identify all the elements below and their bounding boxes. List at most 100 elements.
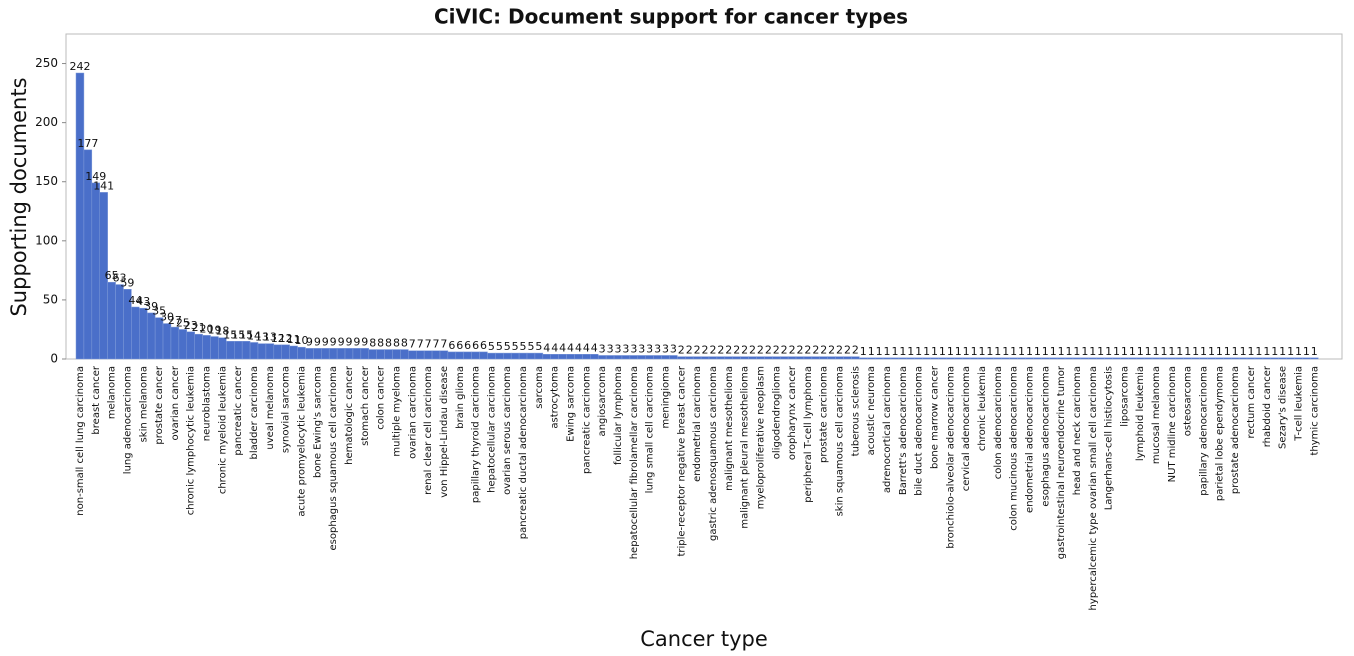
x-tick-label: endometrial adenocarcinoma	[1024, 366, 1035, 513]
value-label: 2	[733, 344, 740, 357]
bar	[1025, 357, 1034, 360]
bar	[352, 348, 362, 360]
x-tick-label: liposarcoma	[1119, 366, 1130, 427]
value-label: 8	[377, 337, 384, 350]
x-tick-label: bronchiolo-alveolar adenocarcinoma	[945, 366, 956, 549]
bar	[1191, 357, 1200, 360]
value-label: 19	[207, 324, 221, 337]
x-tick-label: acute promyelocytic leukemia	[297, 366, 308, 517]
y-axis-label: Supporting documents	[7, 77, 31, 316]
bar	[408, 350, 417, 360]
value-label: 1	[1026, 345, 1033, 358]
value-label: 1	[1113, 345, 1120, 358]
bar	[779, 356, 789, 360]
bar	[764, 356, 773, 360]
bar	[653, 355, 662, 360]
value-label: 1	[1255, 345, 1262, 358]
value-label: 6	[456, 339, 463, 352]
value-label: 1	[876, 345, 883, 358]
x-tick-label: hypercalcemic type ovarian small cell ca…	[1088, 366, 1099, 610]
x-tick-label: hematologic cancer	[344, 365, 355, 465]
bar	[368, 349, 377, 360]
value-label: 2	[749, 344, 756, 357]
bar	[867, 357, 876, 360]
value-label: 4	[567, 341, 574, 354]
bar	[273, 344, 282, 360]
value-label: 2	[757, 344, 764, 357]
value-label: 1	[1168, 345, 1175, 358]
value-label: 1	[1010, 345, 1017, 358]
value-label: 5	[512, 340, 519, 353]
x-tick-label: chronic leukemia	[977, 366, 988, 451]
bar	[479, 351, 488, 360]
value-label: 9	[338, 335, 345, 348]
value-label: 9	[353, 335, 360, 348]
bar	[716, 356, 726, 360]
value-label: 59	[120, 276, 134, 289]
x-tick-label: myeloproliferative neoplasm	[755, 366, 766, 509]
value-label: 39	[144, 300, 158, 313]
bar	[1199, 357, 1208, 360]
x-tick-label: NUT midline carcinoma	[1167, 366, 1178, 482]
value-label: 1	[1232, 345, 1239, 358]
value-label: 18	[215, 325, 229, 338]
value-label: 8	[385, 337, 392, 350]
value-label: 1	[1240, 345, 1247, 358]
x-tick-label: melanoma	[107, 366, 118, 419]
value-label: 3	[638, 342, 645, 355]
value-label: 3	[662, 342, 669, 355]
value-label: 1	[1303, 345, 1310, 358]
bar	[819, 356, 828, 360]
value-label: 1	[1018, 345, 1025, 358]
value-label: 2	[852, 344, 859, 357]
bar	[510, 352, 520, 360]
value-label: 1	[1073, 345, 1080, 358]
value-label: 15	[239, 328, 253, 341]
value-label: 1	[963, 345, 970, 358]
x-tick-label: head and neck carcinoma	[1072, 366, 1083, 495]
bar	[590, 354, 599, 360]
value-label: 2	[686, 344, 693, 357]
value-label: 5	[535, 340, 542, 353]
value-label: 2	[789, 344, 796, 357]
value-label: 1	[1081, 345, 1088, 358]
value-label: 1	[1153, 345, 1160, 358]
value-label: 2	[820, 344, 827, 357]
bar	[1056, 357, 1066, 360]
x-tick-label: parietal lobe ependymoma	[1214, 366, 1225, 501]
value-label: 2	[844, 344, 851, 357]
bar	[423, 350, 433, 360]
value-label: 4	[543, 341, 550, 354]
x-tick-label: uveal melanoma	[265, 366, 276, 450]
value-label: 12	[271, 332, 285, 345]
value-label: 44	[128, 294, 142, 307]
value-label: 1	[1279, 345, 1286, 358]
value-label: 3	[654, 342, 661, 355]
bar	[685, 356, 694, 360]
x-tick-label: triple-receptor negative breast cancer	[676, 365, 687, 556]
bar	[961, 357, 971, 360]
bar	[226, 341, 235, 360]
value-label: 6	[448, 339, 455, 352]
bar	[661, 355, 670, 360]
value-label: 5	[527, 340, 534, 353]
bar	[518, 352, 528, 360]
value-label: 4	[591, 341, 598, 354]
value-label: 2	[836, 344, 843, 357]
value-label: 30	[160, 311, 174, 324]
x-tick-label: stomach cancer	[360, 365, 371, 446]
bar	[1041, 357, 1050, 360]
value-label: 1	[978, 345, 985, 358]
value-label: 7	[425, 338, 432, 351]
bar	[99, 192, 108, 360]
value-label: 9	[314, 335, 321, 348]
bar	[1009, 357, 1018, 360]
value-label: 13	[255, 331, 269, 344]
bar	[629, 355, 639, 360]
value-label: 5	[496, 340, 503, 353]
value-label: 11	[287, 333, 301, 346]
bar	[1120, 357, 1129, 360]
value-label: 2	[678, 344, 685, 357]
value-label: 1	[884, 345, 891, 358]
